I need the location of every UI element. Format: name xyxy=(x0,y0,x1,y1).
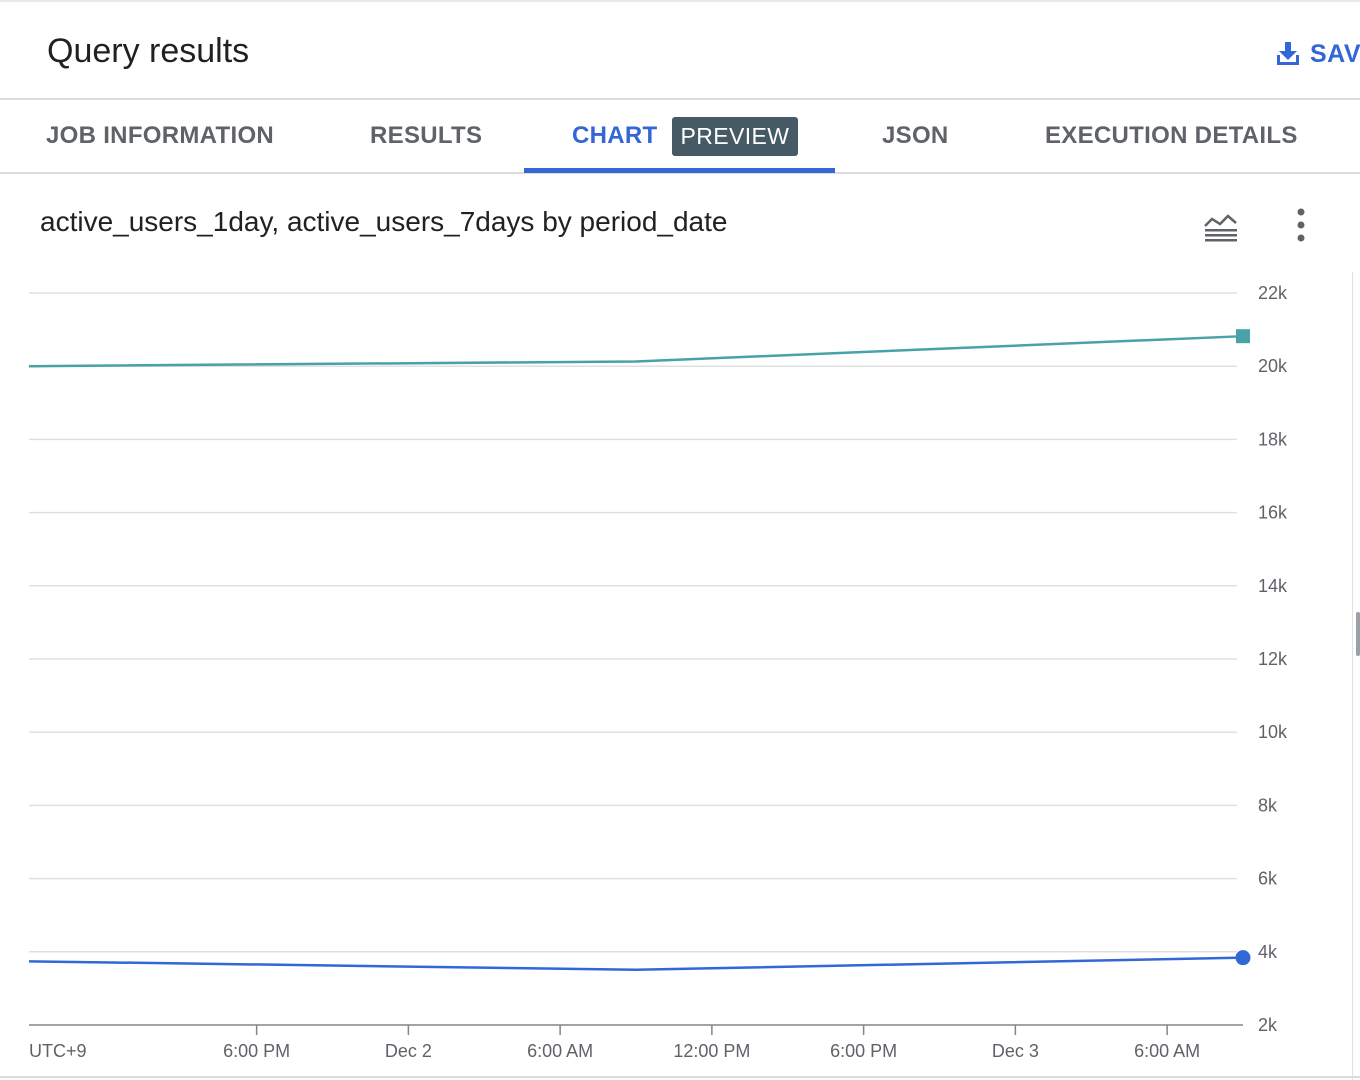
series-line-active_users_1day xyxy=(28,956,1244,971)
tab-json[interactable]: JSON xyxy=(882,100,949,172)
tab-bar: JOB INFORMATION RESULTS CHART PREVIEW JS… xyxy=(0,100,1360,174)
panel-divider xyxy=(1352,272,1353,1080)
line-chart: 2k 4k 6k 8k 10k 12k 14k 16k 18k 20k 22k UTC+9 6:00 P… xyxy=(28,283,1288,1061)
tab-label: CHART xyxy=(572,122,658,149)
y-tick-label: 4k xyxy=(1258,942,1278,962)
line-chart-icon xyxy=(1200,214,1242,252)
y-tick-label: 16k xyxy=(1258,503,1288,523)
tab-label: JSON xyxy=(882,122,949,149)
x-tick-label: Dec 3 xyxy=(992,1041,1039,1061)
header: Query results SAV xyxy=(0,0,1360,100)
x-tick-label: 6:00 PM xyxy=(830,1041,897,1061)
series-point-active_users_1day xyxy=(1235,950,1251,966)
tab-job-information[interactable]: JOB INFORMATION xyxy=(46,100,274,172)
download-icon xyxy=(1276,41,1300,67)
timezone-label: UTC+9 xyxy=(29,1041,87,1061)
y-tick-label: 8k xyxy=(1258,795,1278,815)
more-vert-icon xyxy=(1282,208,1320,252)
tab-label: RESULTS xyxy=(370,122,483,149)
tab-label: EXECUTION DETAILS xyxy=(1045,122,1298,149)
active-tab-indicator xyxy=(524,168,835,173)
x-tick-label: 12:00 PM xyxy=(673,1041,750,1061)
x-tick-label: 6:00 PM xyxy=(223,1041,290,1061)
scrollbar[interactable] xyxy=(1356,612,1360,656)
y-tick-label: 14k xyxy=(1258,576,1288,596)
tab-execution-details[interactable]: EXECUTION DETAILS xyxy=(1045,100,1298,172)
more-options-button[interactable] xyxy=(1282,206,1320,248)
chart-type-button[interactable] xyxy=(1200,206,1242,248)
series-point-active_users_7days xyxy=(1236,329,1250,344)
x-tick-label: Dec 2 xyxy=(385,1041,432,1061)
x-tick-label: 6:00 AM xyxy=(527,1041,593,1061)
y-tick-label: 6k xyxy=(1258,869,1278,889)
y-tick-label: 20k xyxy=(1258,356,1288,376)
preview-badge: PREVIEW xyxy=(671,116,799,156)
tab-label: JOB INFORMATION xyxy=(46,122,275,149)
tab-chart[interactable]: CHART PREVIEW xyxy=(572,100,799,172)
chart-title: active_users_1day, active_users_7days by… xyxy=(40,206,728,237)
y-tick-label: 10k xyxy=(1258,722,1288,742)
save-results-button[interactable]: SAV xyxy=(1276,36,1360,72)
series-line-active_users_7days xyxy=(28,334,1244,368)
x-tick-label: 6:00 AM xyxy=(1134,1041,1200,1061)
bottom-divider xyxy=(0,1076,1360,1078)
y-tick-label: 2k xyxy=(1258,1015,1278,1035)
tab-results[interactable]: RESULTS xyxy=(370,100,482,172)
page-title: Query results xyxy=(47,32,250,70)
y-tick-label: 22k xyxy=(1258,283,1288,303)
save-results-label: SAV xyxy=(1310,39,1360,68)
y-tick-label: 18k xyxy=(1258,429,1288,449)
y-tick-label: 12k xyxy=(1258,649,1288,669)
